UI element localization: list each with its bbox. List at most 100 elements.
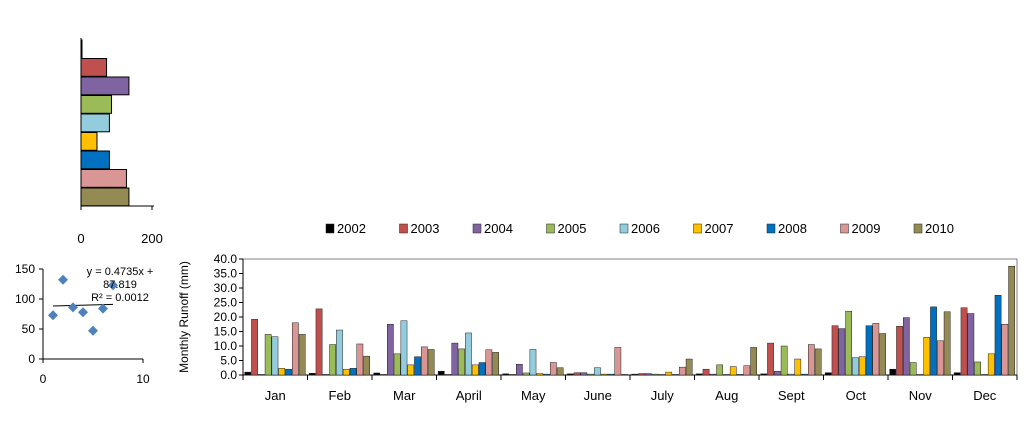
hbar-bar	[80, 58, 108, 77]
bar-2005-Aug	[716, 364, 723, 376]
x-tick-label: Mar	[393, 388, 416, 403]
scatter-point	[48, 310, 58, 321]
bar-2006-April	[465, 332, 472, 376]
bar-2005-July	[651, 373, 659, 376]
legend-swatch-2004	[472, 223, 482, 234]
bar-2008-April	[478, 362, 486, 376]
bar-2008-May	[543, 373, 550, 376]
legend-swatch-2008	[766, 223, 776, 234]
bar-2008-Aug	[736, 374, 744, 376]
bar-2003-May	[509, 374, 516, 376]
scatter-point	[68, 302, 78, 313]
bar-2007-Mar	[407, 364, 415, 376]
bar-2010-May	[556, 367, 564, 376]
scatter-y-tick-label: 100	[15, 292, 35, 306]
hbar-bar	[80, 113, 110, 133]
scatter-point	[98, 303, 108, 314]
bar-2005-June	[587, 373, 594, 376]
scatter-y-tick-label: 150	[15, 262, 35, 276]
bar-2008-Sept	[801, 373, 808, 376]
hbar-bar	[80, 132, 98, 151]
bar-2006-Dec	[981, 374, 988, 376]
bar-2003-Nov	[896, 326, 903, 376]
y-tick-label: 40.0	[214, 252, 238, 266]
bar-2010-Mar	[427, 349, 435, 376]
bar-2005-Jan	[264, 334, 272, 376]
x-tick-label: Dec	[973, 388, 997, 403]
bar-2006-July	[658, 374, 666, 376]
bar-2002-Nov	[889, 368, 897, 376]
x-tick-label: Aug	[715, 388, 738, 403]
x-tick-label: April	[456, 388, 482, 403]
bar-2006-Feb	[336, 329, 343, 376]
bar-2008-Jan	[285, 368, 292, 376]
hbar-bar	[80, 169, 127, 188]
trendline-equation: R² = 0.0012	[91, 292, 149, 304]
bar-2009-Feb	[356, 343, 364, 376]
bar-2004-Sept	[774, 370, 781, 376]
bar-2003-Sept	[767, 342, 774, 376]
bar-2005-Nov	[909, 362, 917, 376]
bar-2003-Oct	[831, 325, 839, 376]
bar-2007-July	[665, 371, 673, 376]
x-tick-label: Oct	[846, 388, 867, 403]
scatter-point	[108, 280, 118, 291]
bar-2004-Nov	[903, 317, 910, 376]
scatter-y-tick-label: 0	[28, 352, 35, 366]
bar-2003-Dec	[960, 307, 968, 376]
bar-2002-May	[502, 373, 510, 376]
bar-2009-Jan	[292, 322, 299, 376]
bar-2005-May	[522, 372, 530, 376]
monthly-runoff-bar-chart: 0.05.010.015.020.025.030.035.040.0 Monthl…	[177, 221, 1018, 403]
bar-2008-July	[672, 374, 679, 376]
y-tick-label: 5.0	[220, 354, 237, 368]
bar-2010-Sept	[814, 348, 822, 376]
legend-label-2008: 2008	[778, 221, 807, 236]
bar-2002-Sept	[760, 373, 768, 376]
bar-2009-Oct	[872, 323, 880, 376]
bar-2003-June	[573, 372, 581, 376]
scatter-point	[58, 274, 68, 285]
y-tick-label: 30.0	[214, 281, 238, 295]
y-tick-label: 0.0	[220, 368, 237, 382]
legend-swatch-2003	[399, 223, 408, 234]
legend-label-2004: 2004	[484, 221, 513, 236]
trendline-equation: y = 0.4735x +	[87, 266, 154, 278]
bar-2008-Oct	[865, 325, 873, 376]
bar-2010-Feb	[363, 355, 370, 376]
bar-2003-Jan	[251, 319, 258, 376]
legend-label-2003: 2003	[411, 221, 440, 236]
legend-label-2002: 2002	[337, 221, 366, 236]
bar-2006-Mar	[400, 320, 408, 376]
bar-2007-Aug	[729, 366, 737, 376]
bar-2002-Oct	[824, 372, 832, 376]
bar-2002-April	[437, 370, 445, 376]
scatter-x-tick-label: 10	[136, 372, 150, 386]
bar-2006-Aug	[723, 374, 730, 376]
bar-2009-Aug	[743, 365, 751, 376]
bar-2007-Feb	[342, 368, 350, 376]
bar-2004-May	[516, 364, 523, 376]
bar-2006-Jan	[271, 336, 279, 376]
legend-label-2007: 2007	[705, 221, 734, 236]
bar-2010-June	[621, 374, 628, 376]
bar-2010-July	[685, 358, 693, 376]
legend-swatch-2007	[693, 223, 702, 234]
bar-2003-April	[444, 374, 452, 376]
bar-2009-Dec	[1001, 324, 1009, 376]
bar-2002-June	[566, 373, 574, 376]
bar-2008-Dec	[994, 295, 1002, 376]
hbar-x-tick-label: 200	[141, 231, 163, 246]
bar-2003-Mar	[380, 374, 387, 376]
bar-2003-Aug	[702, 368, 710, 376]
bar-2010-Nov	[943, 311, 951, 376]
bar-2004-Mar	[387, 324, 394, 376]
bar-2008-Feb	[349, 368, 357, 376]
x-tick-label: Nov	[909, 388, 933, 403]
bar-2007-June	[600, 373, 608, 376]
bar-2005-April	[458, 348, 465, 376]
scatter-y-tick-label: 50	[22, 322, 36, 336]
hbar-x-tick-label: 0	[77, 231, 84, 246]
scatter-point	[88, 325, 98, 336]
